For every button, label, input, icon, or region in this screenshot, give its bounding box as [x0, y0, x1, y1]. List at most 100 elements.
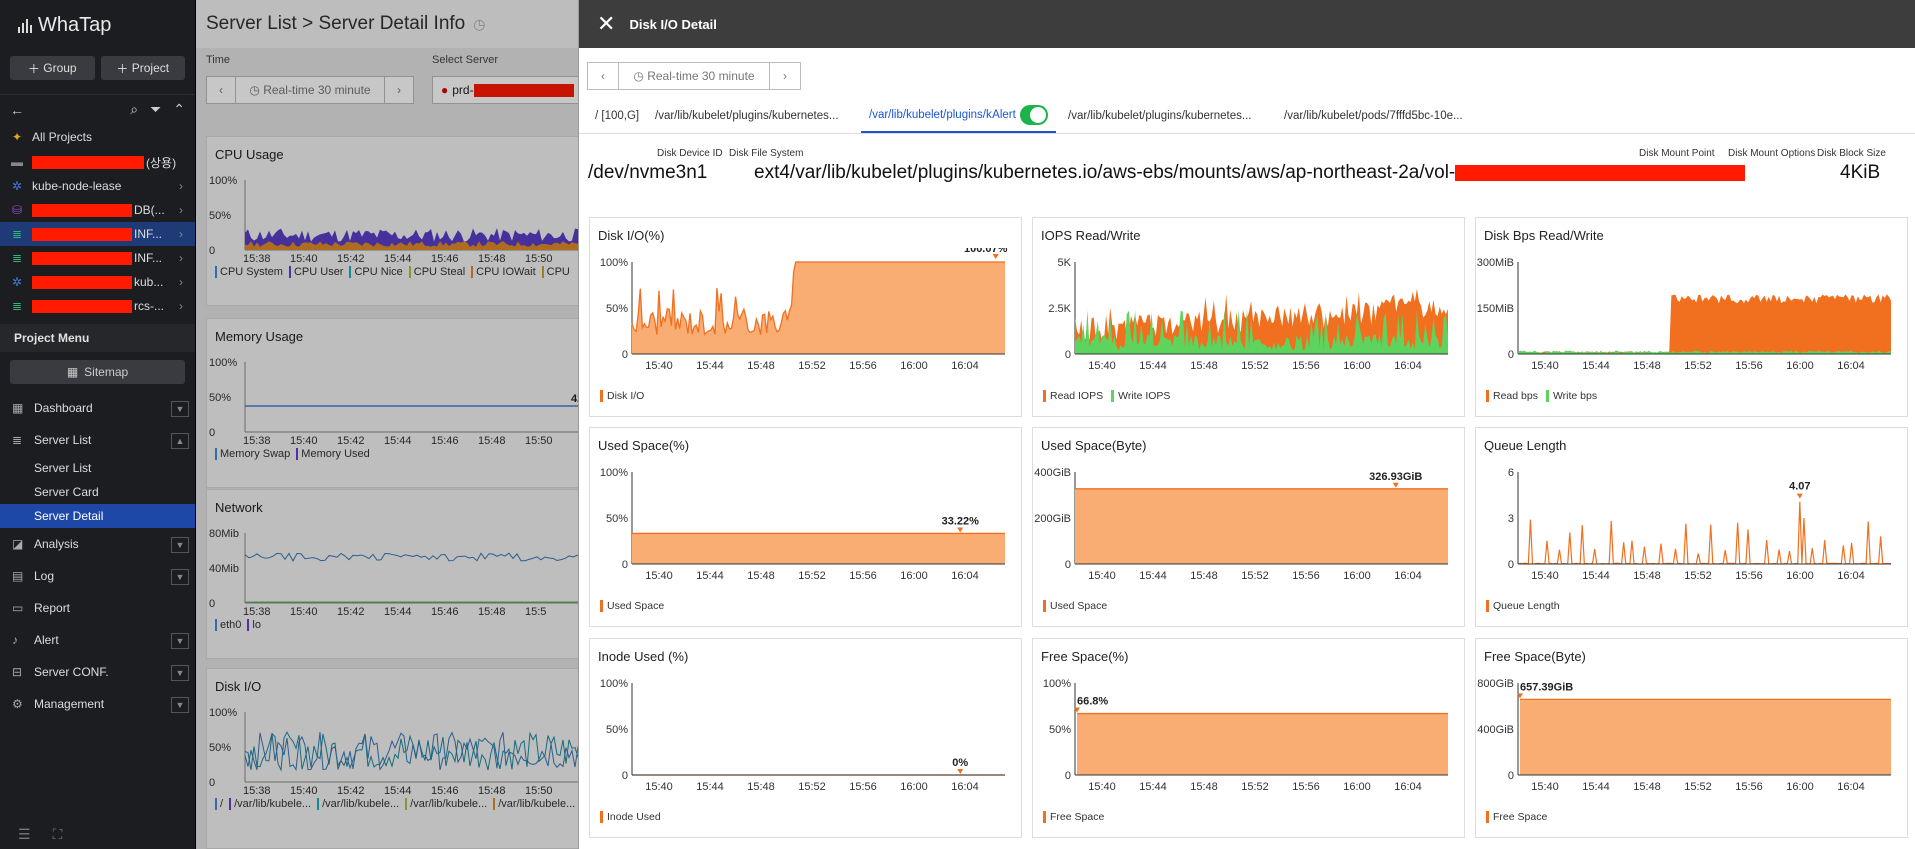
expand-icon[interactable]: ▼	[171, 401, 189, 417]
project-item[interactable]: ▬ (상용)	[0, 150, 195, 174]
tab-disk-1[interactable]: /var/lib/kubelet/plugins/kubernetes...	[655, 109, 839, 122]
menu-log[interactable]: ▤ Log ▼	[0, 560, 195, 592]
legend-item[interactable]: Write bps	[1545, 390, 1598, 402]
expand-icon[interactable]: ▼	[171, 633, 189, 649]
chevron-right-icon[interactable]: ›	[179, 179, 183, 193]
menu-management[interactable]: ⚙ Management ▼	[0, 688, 195, 720]
bg-x-tick: 15:5	[525, 606, 546, 617]
tab-disk-4[interactable]: /var/lib/kubelet/pods/7fffd5bc-10e...	[1284, 109, 1463, 122]
submenu-server-list[interactable]: Server List	[34, 461, 92, 475]
legend-item[interactable]: Used Space	[600, 600, 665, 612]
bg-legend-item[interactable]: /var/lib/kubele...	[493, 798, 576, 810]
expand-icon[interactable]: ▼	[171, 569, 189, 585]
project-item[interactable]: ⛁ DB(... ›	[0, 198, 195, 222]
legend-item[interactable]: Read IOPS	[1043, 390, 1104, 402]
tab-root-disk[interactable]: / [100,G]	[595, 109, 640, 122]
bg-x-tick: 15:42	[337, 785, 365, 796]
x-tick-label: 15:56	[849, 360, 877, 372]
bg-legend-item[interactable]: CPU Steal	[408, 266, 466, 278]
search-icon[interactable]: ⌕	[130, 101, 139, 117]
add-group-button[interactable]: ＋ Group	[10, 56, 95, 80]
chevron-right-icon[interactable]: ›	[179, 251, 183, 265]
time-range-button[interactable]: ◷ Real-time 30 minute	[235, 76, 385, 104]
project-item[interactable]: ≣ rcs-... ›	[0, 294, 195, 318]
chevron-right-icon[interactable]: ›	[179, 227, 183, 241]
expand-icon[interactable]: ▼	[171, 665, 189, 681]
bg-legend-item[interactable]: /var/lib/kubele...	[229, 798, 312, 810]
modal-time-next-button[interactable]: ›	[769, 62, 801, 90]
project-item-label: kub...	[134, 275, 164, 289]
redacted-project-name	[32, 203, 132, 217]
modal-time-range-button[interactable]: ◷ Real-time 30 minute	[618, 62, 770, 90]
menu-server-conf[interactable]: ⊟ Server CONF. ▼	[0, 656, 195, 688]
bg-legend-item[interactable]: CPU User	[288, 266, 344, 278]
alert-toggle[interactable]	[1019, 104, 1048, 125]
menu-server-list[interactable]: ≣ Server List ▲	[0, 424, 195, 456]
sitemap-button[interactable]: ▦ Sitemap	[10, 360, 185, 384]
bg-legend-item[interactable]: CPU	[541, 266, 570, 278]
legend-item[interactable]: Write IOPS	[1111, 390, 1171, 402]
submenu-server-card[interactable]: Server Card	[34, 485, 99, 499]
x-tick-label: 15:56	[1292, 781, 1320, 793]
bg-legend-item[interactable]: /	[215, 798, 224, 810]
menu-analysis[interactable]: ◪ Analysis ▼	[0, 528, 195, 560]
bg-legend-item[interactable]: Memory Used	[296, 448, 370, 460]
chevron-right-icon[interactable]: ›	[179, 275, 183, 289]
chevron-right-icon[interactable]: ›	[179, 203, 183, 217]
tab-disk-3[interactable]: /var/lib/kubelet/plugins/kubernetes...	[1068, 109, 1252, 122]
project-item[interactable]: ✲ kub... ›	[0, 270, 195, 294]
y-tick-label: 0	[1065, 349, 1071, 361]
menu-server-list-label: Server List	[34, 433, 92, 447]
close-icon[interactable]: ✕	[597, 11, 616, 36]
bg-legend-item[interactable]: CPU System	[215, 266, 283, 278]
bg-legend-item[interactable]: lo	[247, 619, 261, 631]
project-item[interactable]: ≣ INF... ›	[0, 246, 195, 270]
back-arrow-icon[interactable]: ←	[10, 101, 24, 118]
bg-legend-item[interactable]: CPU Nice	[349, 266, 403, 278]
collapse-icon[interactable]: ▲	[171, 433, 189, 449]
expand-icon[interactable]: ▼	[171, 537, 189, 553]
time-next-button[interactable]: ›	[384, 76, 414, 104]
chevron-right-icon[interactable]: ›	[179, 299, 183, 313]
bg-chart-memory: 100% 50% 0 15:38 15:40 15:42 15:44 15:46 15:48 15…	[209, 357, 587, 446]
project-item[interactable]: ✲ kube-node-lease ›	[0, 174, 195, 198]
bg-legend-item[interactable]: Memory Swap	[215, 448, 291, 460]
bg-legend-item[interactable]: CPU IOWait	[471, 266, 536, 278]
menu-alert[interactable]: ♪ Alert ▼	[0, 624, 195, 656]
x-tick-label: 15:40	[1088, 360, 1116, 372]
expand-icon[interactable]: ▼	[171, 697, 189, 713]
all-projects-item[interactable]: ✦ All Projects	[0, 124, 195, 150]
legend-item[interactable]: Used Space	[1043, 600, 1108, 612]
x-tick-label: 15:48	[1190, 570, 1218, 582]
legend-item[interactable]: Read bps	[1486, 390, 1538, 402]
legend-item[interactable]: Inode Used	[600, 811, 661, 823]
legend-item[interactable]: Disk I/O	[600, 390, 645, 402]
filter-icon[interactable]: ⏷	[150, 101, 162, 117]
submenu-server-detail[interactable]: Server Detail	[0, 504, 195, 528]
modal-time-prev-button[interactable]: ‹	[587, 62, 619, 90]
bg-legend-item[interactable]: /var/lib/kubele...	[317, 798, 400, 810]
collapse-icon[interactable]: ⌃	[173, 101, 185, 117]
chart-legend: Queue Length	[1486, 600, 1568, 612]
menu-dashboard[interactable]: ▦ Dashboard ▼	[0, 392, 195, 424]
whatap-logo[interactable]: WhaTap	[0, 0, 195, 50]
bg-legend-item[interactable]: /var/lib/kubele...	[405, 798, 488, 810]
project-item[interactable]: ≣ INF... ›	[0, 222, 195, 246]
x-tick-label: 16:00	[900, 570, 928, 582]
legend-item[interactable]: Queue Length	[1486, 600, 1560, 612]
time-prev-button[interactable]: ‹	[206, 76, 236, 104]
bg-x-tick: 15:40	[290, 785, 318, 796]
bg-y-tick: 0	[209, 598, 215, 610]
add-project-button[interactable]: ＋ Project	[100, 56, 185, 80]
tab-disk-2-active[interactable]: /var/lib/kubelet/plugins/kubernetes...Al…	[861, 98, 1056, 133]
chart-title: Queue Length	[1484, 438, 1567, 453]
bg-legend-item[interactable]: eth0	[215, 619, 242, 631]
fullscreen-icon[interactable]: ⛶	[52, 826, 63, 842]
legend-item[interactable]: Free Space	[1486, 811, 1548, 823]
legend-item[interactable]: Free Space	[1043, 811, 1105, 823]
analysis-icon: ◪	[12, 537, 24, 551]
menu-report[interactable]: ▭ Report	[0, 592, 195, 624]
menu-collapse-icon[interactable]: ☰	[18, 826, 31, 842]
chart-card: Disk Bps Read/Write 300MiB 150MiB 0 15:40 15:…	[1475, 217, 1908, 417]
bg-x-tick: 15:46	[431, 785, 459, 796]
